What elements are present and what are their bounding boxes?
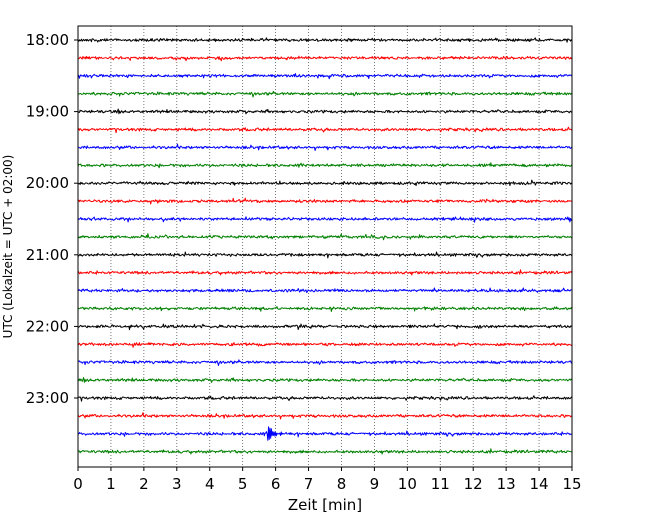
- seismic-trace-2245: [77, 377, 573, 383]
- x-tick-label: 12: [464, 475, 483, 493]
- x-tick-label: 10: [398, 475, 417, 493]
- x-tick-label: 11: [431, 475, 450, 493]
- seismic-trace-2115: [77, 269, 573, 276]
- x-tick-label: 2: [139, 475, 149, 493]
- seismic-trace-2345: [77, 448, 573, 455]
- x-tick-label: 9: [370, 475, 380, 493]
- seismic-trace-2145: [77, 306, 573, 312]
- x-tick-label: 15: [562, 475, 581, 493]
- x-tick-label: 13: [497, 475, 516, 493]
- seismic-trace-2030: [77, 216, 573, 223]
- seismic-trace-1830: [77, 73, 573, 80]
- y-tick-label: 20:00: [26, 174, 69, 192]
- x-axis-label: Zeit [min]: [288, 496, 362, 514]
- x-tick-label: 0: [73, 475, 83, 493]
- seismic-trace-1800: [77, 37, 573, 43]
- seismic-trace-2000: [77, 179, 573, 187]
- seismic-trace-1900: [77, 108, 573, 115]
- x-tick-label: 14: [530, 475, 549, 493]
- x-tick-label: 5: [238, 475, 248, 493]
- y-axis-label: UTC (Lokalzeit = UTC + 02:00): [1, 155, 15, 339]
- seismic-trace-1915: [77, 126, 573, 134]
- seismic-trace-2215: [77, 342, 573, 348]
- x-tick-label: 8: [337, 475, 347, 493]
- seismic-trace-2300: [77, 395, 573, 402]
- x-tick-label: 6: [271, 475, 281, 493]
- seismic-trace-1815: [77, 55, 573, 62]
- seismic-trace-2045: [77, 233, 573, 241]
- seismic-trace-2230: [77, 359, 573, 366]
- seismic-trace-1845: [77, 90, 573, 98]
- x-tick-label: 4: [205, 475, 215, 493]
- y-tick-label: 21:00: [26, 246, 69, 264]
- x-axis: 0 1 2 3 4 5 6 7 8 9 10 11 12 13 14 15: [73, 467, 582, 493]
- y-tick-label: 18:00: [26, 31, 69, 49]
- x-tick-label: 7: [304, 475, 314, 493]
- seismic-trace-2015: [77, 197, 573, 205]
- seismic-trace-2100: [77, 251, 573, 259]
- x-tick-label: 3: [172, 475, 182, 493]
- seismic-trace-2200: [77, 323, 573, 331]
- y-tick-label: 22:00: [26, 317, 69, 335]
- y-axis: 18:00 19:00 20:00 21:00 22:00 23:00: [26, 31, 78, 407]
- seismic-trace-1930: [77, 143, 573, 152]
- seismic-trace-1945: [77, 162, 573, 169]
- y-tick-label: 23:00: [26, 389, 69, 407]
- seismic-trace-2130: [77, 287, 573, 293]
- plot-frame: [77, 25, 573, 468]
- seismic-trace-2315: [77, 412, 573, 420]
- y-tick-label: 19:00: [26, 103, 69, 121]
- x-tick-label: 1: [106, 475, 116, 493]
- trace-group: [77, 37, 573, 455]
- seismic-trace-2330: [77, 426, 573, 441]
